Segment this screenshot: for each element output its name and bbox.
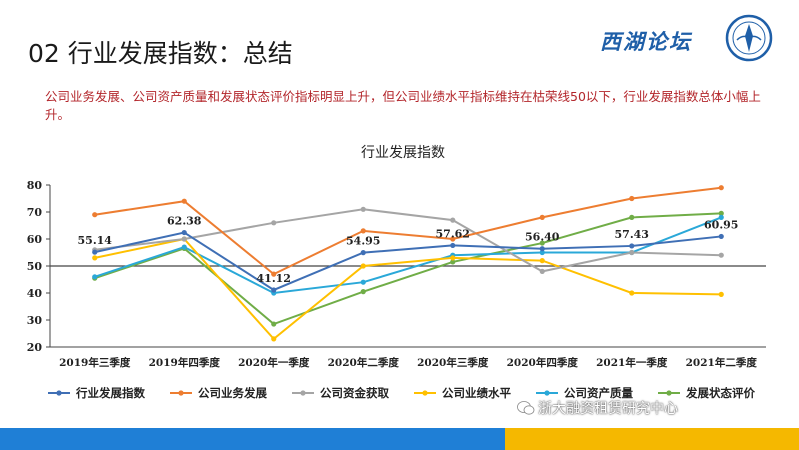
- y-tick-label: 40: [27, 287, 43, 300]
- data-point: [718, 185, 724, 191]
- y-tick-label: 60: [27, 233, 43, 246]
- legend-label: 行业发展指数: [75, 386, 145, 400]
- data-point: [360, 279, 366, 285]
- bottom-bar-accent: [505, 428, 799, 450]
- x-tick-label: 2021年二季度: [686, 356, 758, 369]
- data-point: [450, 259, 456, 265]
- data-point: [181, 244, 187, 250]
- data-point: [360, 289, 366, 295]
- series-line: [94, 231, 722, 292]
- legend-label: 公司资产质量: [564, 386, 633, 400]
- legend-marker: [666, 390, 672, 396]
- data-point: [181, 236, 187, 242]
- legend-marker: [544, 390, 550, 396]
- data-label: 57.43: [615, 228, 649, 241]
- legend-marker: [56, 390, 62, 396]
- legend-marker: [300, 390, 306, 396]
- data-point: [92, 212, 98, 218]
- data-point: [181, 198, 187, 204]
- x-tick-label: 2020年四季度: [507, 356, 579, 369]
- data-point: [271, 336, 277, 342]
- y-tick-label: 50: [27, 260, 43, 273]
- wechat-icon: [517, 401, 535, 415]
- logo-seal-icon: [725, 14, 773, 62]
- data-label: 62.38: [167, 215, 202, 228]
- legend-marker: [178, 390, 184, 396]
- legend-label: 公司业绩水平: [442, 386, 511, 400]
- data-point: [92, 255, 98, 261]
- y-tick-label: 80: [27, 179, 43, 192]
- data-point: [629, 290, 635, 296]
- data-point: [271, 220, 277, 226]
- chart-title: 行业发展指数: [361, 145, 445, 161]
- legend-label: 公司业务发展: [198, 386, 267, 400]
- data-point: [539, 249, 545, 256]
- data-point: [271, 321, 277, 327]
- x-tick-label: 2020年二季度: [328, 356, 400, 369]
- data-point: [718, 252, 724, 258]
- data-point: [181, 229, 187, 236]
- data-point: [629, 195, 635, 202]
- y-tick-label: 70: [27, 206, 43, 219]
- data-label: 54.95: [346, 235, 380, 248]
- data-point: [360, 263, 366, 269]
- data-point: [450, 242, 456, 249]
- page-title: 02 行业发展指数：总结: [28, 39, 293, 68]
- legend-marker: [422, 390, 428, 396]
- data-point: [629, 249, 635, 256]
- x-tick-label: 2020年三季度: [417, 356, 489, 369]
- data-point: [360, 250, 366, 256]
- data-point: [718, 210, 724, 216]
- data-point: [539, 240, 545, 246]
- data-point: [450, 236, 456, 242]
- series-line: [94, 212, 722, 326]
- legend-label: 公司资金获取: [320, 386, 389, 400]
- data-point: [629, 214, 635, 220]
- data-point: [718, 291, 724, 297]
- data-point: [539, 246, 545, 252]
- data-label: 41.12: [257, 272, 291, 285]
- data-point: [718, 233, 724, 240]
- watermark-text: 浙大融资租赁研究中心: [538, 401, 678, 417]
- data-label: 57.62: [436, 227, 470, 240]
- data-point: [718, 214, 724, 220]
- logo-text: 西湖论坛: [600, 29, 692, 54]
- x-tick-label: 2019年四季度: [149, 356, 221, 369]
- series-line: [94, 208, 722, 273]
- series-line: [94, 237, 722, 341]
- data-point: [539, 214, 545, 220]
- data-label: 55.14: [78, 234, 113, 247]
- x-tick-label: 2021年一季度: [596, 356, 668, 369]
- y-tick-label: 30: [27, 314, 43, 327]
- legend-label: 发展状态评价: [685, 386, 755, 400]
- data-point: [271, 287, 277, 293]
- data-point: [271, 271, 277, 277]
- summary-text: 公司业务发展、公司资产质量和发展状态评价指标明显上升，但公司业绩水平指标维持在枯…: [45, 89, 761, 122]
- y-tick-label: 20: [27, 341, 43, 354]
- data-point: [539, 268, 545, 274]
- data-point: [450, 217, 456, 223]
- data-point: [92, 249, 98, 255]
- x-tick-label: 2020年一季度: [238, 356, 310, 369]
- data-label: 56.40: [525, 231, 560, 244]
- data-point: [92, 274, 98, 280]
- data-point: [360, 206, 366, 212]
- data-point: [539, 258, 545, 264]
- data-point: [629, 243, 635, 249]
- x-tick-label: 2019年三季度: [59, 356, 131, 369]
- series-line: [94, 186, 722, 276]
- data-point: [360, 228, 366, 234]
- data-label: 60.95: [704, 218, 738, 231]
- data-point: [450, 255, 456, 261]
